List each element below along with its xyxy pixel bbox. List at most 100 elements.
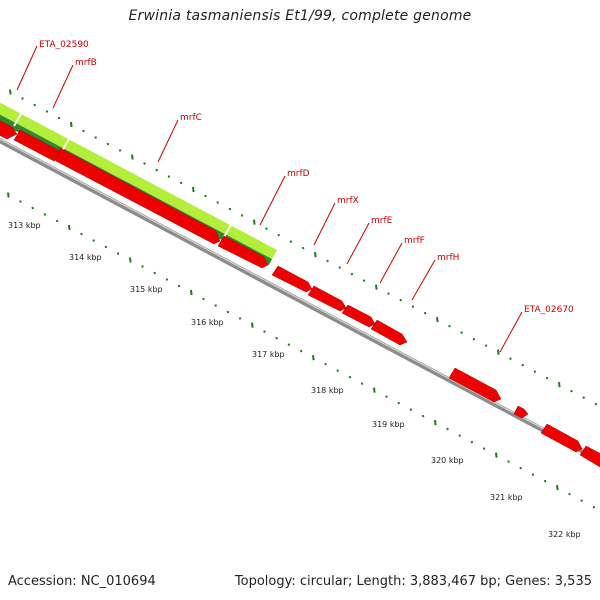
operon-track xyxy=(0,102,277,265)
tick-mark xyxy=(141,265,144,268)
tick-mark xyxy=(556,484,559,491)
gene-label: mrfC xyxy=(180,113,202,123)
gene-arrow xyxy=(448,367,502,403)
tick-mark xyxy=(226,310,230,314)
tick-mark xyxy=(558,381,561,388)
tick-mark xyxy=(106,142,110,146)
tick-mark xyxy=(360,382,364,385)
kbp-label: 321 kbp xyxy=(490,493,523,502)
map-title: Erwinia tasmaniensis Et1/99, complete ge… xyxy=(128,8,472,24)
tick-mark xyxy=(421,414,425,418)
kbp-label: 318 kbp xyxy=(311,386,344,395)
tick-mark xyxy=(179,181,183,185)
tick-mark xyxy=(43,213,47,216)
gene-track xyxy=(0,120,600,468)
tick-mark xyxy=(580,499,583,502)
tick-mark xyxy=(118,149,122,152)
tick-mark xyxy=(167,175,171,178)
tick-mark xyxy=(31,206,34,210)
tick-mark xyxy=(533,370,537,373)
tick-mark xyxy=(509,357,512,360)
tick-mark xyxy=(338,266,341,269)
tick-mark xyxy=(470,440,474,444)
tick-mark xyxy=(216,201,219,204)
gene-arrow xyxy=(307,285,347,312)
tick-mark xyxy=(594,402,598,406)
gene-arrow xyxy=(370,319,408,346)
kbp-label: 319 kbp xyxy=(372,420,405,429)
kbp-label: 317 kbp xyxy=(252,350,285,359)
tick-mark xyxy=(214,304,217,307)
genome-info-text: Topology: circular; Length: 3,883,467 bp… xyxy=(234,574,592,589)
gene-label: mrfB xyxy=(75,58,97,68)
tick-mark xyxy=(373,387,376,393)
tick-mark xyxy=(251,322,254,328)
tick-mark xyxy=(570,389,573,393)
tick-mark xyxy=(397,401,400,405)
tick-mark xyxy=(324,362,327,366)
kbp-label: 314 kbp xyxy=(69,253,102,262)
gene-arrow xyxy=(579,445,600,468)
gene-arrow xyxy=(513,405,529,419)
tick-mark xyxy=(165,278,169,281)
tick-mark xyxy=(423,311,427,315)
tick-mark xyxy=(57,116,61,120)
tick-mark xyxy=(314,251,317,258)
tick-mark xyxy=(228,207,232,211)
tick-mark xyxy=(301,246,305,250)
tick-mark xyxy=(153,271,156,275)
tick-mark xyxy=(409,408,413,411)
tick-mark xyxy=(265,227,268,230)
scale-tick-track xyxy=(7,192,596,509)
kbp-label: 315 kbp xyxy=(130,285,163,294)
kbp-label: 316 kbp xyxy=(191,318,224,327)
tick-mark xyxy=(458,434,461,437)
tick-mark xyxy=(7,192,10,198)
tick-mark xyxy=(92,239,95,242)
gene-label: mrfX xyxy=(337,196,359,206)
tick-mark xyxy=(131,154,134,160)
label-leaders xyxy=(16,45,523,353)
tick-mark xyxy=(204,194,207,198)
gene-label: mrfF xyxy=(404,236,425,246)
tick-mark xyxy=(521,363,524,367)
tick-mark xyxy=(460,331,463,334)
tick-mark xyxy=(385,395,388,398)
tick-mark xyxy=(94,136,97,139)
tick-mark xyxy=(362,279,366,282)
tick-mark xyxy=(80,232,83,236)
tick-mark xyxy=(287,343,291,346)
gene-label: mrfD xyxy=(287,169,310,179)
tick-mark xyxy=(326,259,329,263)
tick-mark xyxy=(399,298,402,302)
tick-mark xyxy=(68,224,71,231)
gene-arrow xyxy=(55,147,221,245)
tick-mark xyxy=(277,233,280,237)
tick-mark xyxy=(275,336,278,340)
scale-labels: 313 kbp 314 kbp 315 kbp 316 kbp 317 kbp … xyxy=(8,221,581,539)
gene-arrow xyxy=(540,423,583,453)
tick-mark xyxy=(336,369,339,372)
tick-mark xyxy=(312,354,315,361)
tick-mark xyxy=(238,317,242,320)
tick-mark xyxy=(177,284,181,288)
tick-mark xyxy=(568,492,571,496)
tick-mark xyxy=(55,219,59,223)
gene-labels: ETA_02590 mrfB mrfC mrfD mrfX mrfE mrfF … xyxy=(39,40,574,315)
gene-label: mrfH xyxy=(437,253,459,263)
tick-mark xyxy=(33,103,36,107)
tick-mark xyxy=(411,305,415,308)
tick-mark xyxy=(45,110,49,113)
gene-arrow xyxy=(271,265,313,293)
tick-mark xyxy=(253,219,256,225)
backbone xyxy=(0,137,600,464)
tick-mark xyxy=(143,162,146,165)
tick-mark xyxy=(472,337,476,341)
kbp-label: 313 kbp xyxy=(8,221,41,230)
tick-mark xyxy=(592,505,596,509)
gene-arrow xyxy=(217,235,269,269)
tick-mark xyxy=(350,272,354,276)
tick-mark xyxy=(375,284,378,290)
tick-mark xyxy=(289,240,293,243)
tick-mark xyxy=(497,349,500,355)
